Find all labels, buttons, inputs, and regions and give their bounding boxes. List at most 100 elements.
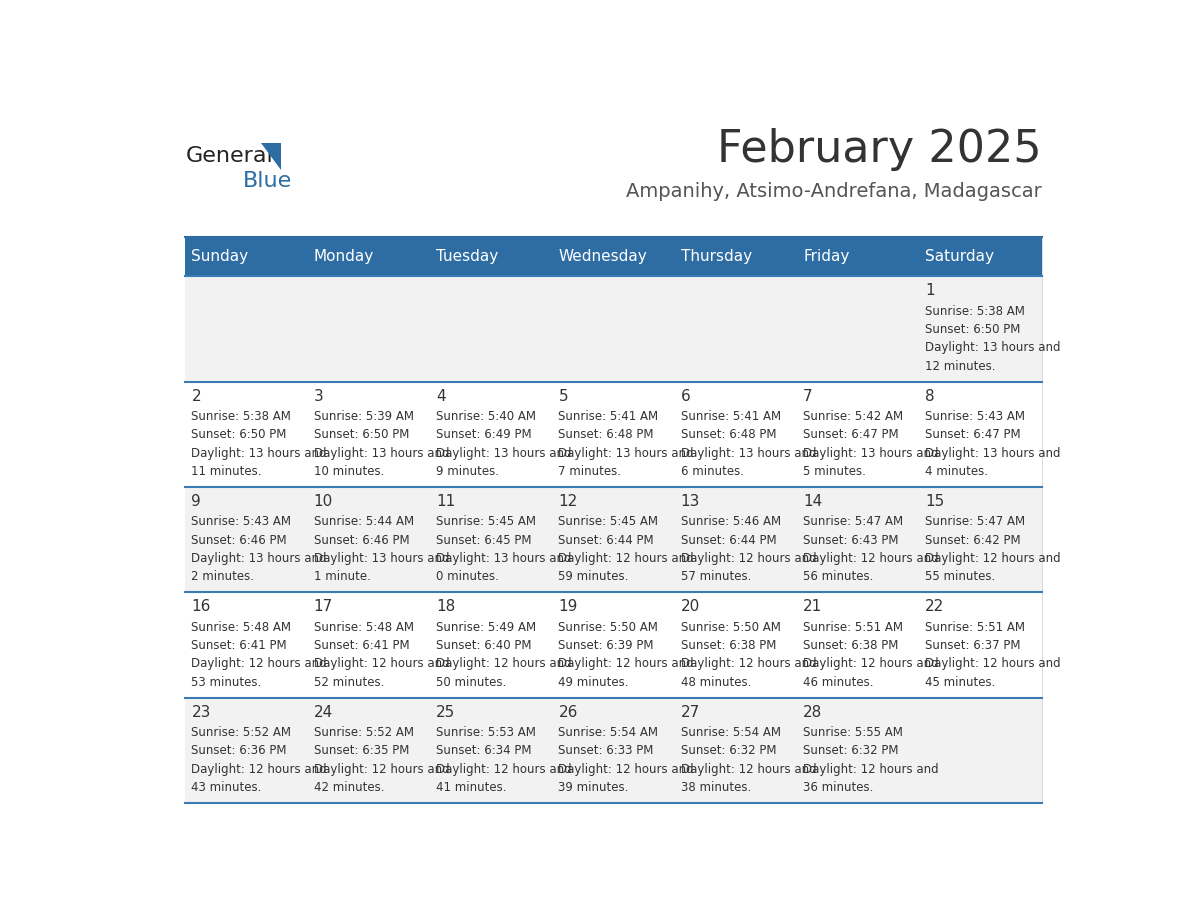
Text: Daylight: 13 hours and: Daylight: 13 hours and	[681, 447, 816, 460]
Text: Sunrise: 5:52 AM: Sunrise: 5:52 AM	[314, 726, 413, 739]
Text: Sunrise: 5:54 AM: Sunrise: 5:54 AM	[558, 726, 658, 739]
Text: 1 minute.: 1 minute.	[314, 570, 371, 583]
Bar	[797, 698, 920, 803]
Text: Sunrise: 5:41 AM: Sunrise: 5:41 AM	[558, 409, 658, 423]
Text: Sunset: 6:43 PM: Sunset: 6:43 PM	[803, 533, 898, 546]
Text: Sunset: 6:50 PM: Sunset: 6:50 PM	[191, 429, 286, 442]
Text: Sunrise: 5:40 AM: Sunrise: 5:40 AM	[436, 409, 536, 423]
Text: 36 minutes.: 36 minutes.	[803, 781, 873, 794]
Bar	[675, 276, 797, 382]
Bar	[308, 238, 430, 276]
Text: 53 minutes.: 53 minutes.	[191, 676, 261, 688]
Bar	[308, 698, 430, 803]
Text: Daylight: 12 hours and: Daylight: 12 hours and	[803, 552, 939, 565]
Text: 7: 7	[803, 388, 813, 404]
Bar	[308, 487, 430, 592]
Text: 8: 8	[925, 388, 935, 404]
Text: Sunset: 6:38 PM: Sunset: 6:38 PM	[681, 639, 776, 652]
Text: Sunset: 6:50 PM: Sunset: 6:50 PM	[925, 323, 1020, 336]
Text: Sunrise: 5:42 AM: Sunrise: 5:42 AM	[803, 409, 903, 423]
Bar	[552, 487, 675, 592]
Text: 56 minutes.: 56 minutes.	[803, 570, 873, 583]
Text: 42 minutes.: 42 minutes.	[314, 781, 384, 794]
Text: Sunrise: 5:38 AM: Sunrise: 5:38 AM	[191, 409, 291, 423]
Text: 11: 11	[436, 494, 455, 509]
Bar	[797, 592, 920, 698]
Bar	[920, 382, 1042, 487]
Text: 20: 20	[681, 599, 700, 614]
Text: 12: 12	[558, 494, 577, 509]
Bar	[920, 238, 1042, 276]
Bar	[797, 382, 920, 487]
Text: Daylight: 12 hours and: Daylight: 12 hours and	[558, 657, 694, 670]
Text: Daylight: 13 hours and: Daylight: 13 hours and	[436, 552, 571, 565]
Text: Sunrise: 5:39 AM: Sunrise: 5:39 AM	[314, 409, 413, 423]
Text: Sunset: 6:46 PM: Sunset: 6:46 PM	[191, 533, 287, 546]
Text: Daylight: 12 hours and: Daylight: 12 hours and	[436, 657, 571, 670]
Text: Daylight: 13 hours and: Daylight: 13 hours and	[314, 552, 449, 565]
Text: Sunset: 6:46 PM: Sunset: 6:46 PM	[314, 533, 410, 546]
Text: 52 minutes.: 52 minutes.	[314, 676, 384, 688]
Text: 6 minutes.: 6 minutes.	[681, 465, 744, 478]
Text: 38 minutes.: 38 minutes.	[681, 781, 751, 794]
Bar	[430, 238, 552, 276]
Text: Sunset: 6:40 PM: Sunset: 6:40 PM	[436, 639, 531, 652]
Text: 14: 14	[803, 494, 822, 509]
Text: Daylight: 12 hours and: Daylight: 12 hours and	[191, 763, 327, 776]
Text: Daylight: 13 hours and: Daylight: 13 hours and	[436, 447, 571, 460]
Bar	[430, 698, 552, 803]
Text: Daylight: 13 hours and: Daylight: 13 hours and	[925, 447, 1061, 460]
Text: 39 minutes.: 39 minutes.	[558, 781, 628, 794]
Text: Daylight: 12 hours and: Daylight: 12 hours and	[191, 657, 327, 670]
Text: Sunset: 6:48 PM: Sunset: 6:48 PM	[681, 429, 776, 442]
Text: Sunset: 6:47 PM: Sunset: 6:47 PM	[803, 429, 898, 442]
Text: 21: 21	[803, 599, 822, 614]
Text: Sunset: 6:39 PM: Sunset: 6:39 PM	[558, 639, 653, 652]
Text: Sunset: 6:34 PM: Sunset: 6:34 PM	[436, 744, 531, 757]
Text: Daylight: 13 hours and: Daylight: 13 hours and	[925, 341, 1061, 354]
Text: 13: 13	[681, 494, 700, 509]
Bar	[920, 592, 1042, 698]
Text: 4: 4	[436, 388, 446, 404]
Text: 5 minutes.: 5 minutes.	[803, 465, 866, 478]
Text: 45 minutes.: 45 minutes.	[925, 676, 996, 688]
Text: 27: 27	[681, 705, 700, 720]
Text: Daylight: 13 hours and: Daylight: 13 hours and	[191, 447, 327, 460]
Text: Sunrise: 5:38 AM: Sunrise: 5:38 AM	[925, 305, 1025, 318]
Text: Sunrise: 5:47 AM: Sunrise: 5:47 AM	[803, 515, 903, 528]
Text: 23: 23	[191, 705, 210, 720]
Text: Sunrise: 5:52 AM: Sunrise: 5:52 AM	[191, 726, 291, 739]
Text: 25: 25	[436, 705, 455, 720]
Text: Sunset: 6:49 PM: Sunset: 6:49 PM	[436, 429, 532, 442]
Bar	[675, 698, 797, 803]
Text: Sunset: 6:41 PM: Sunset: 6:41 PM	[191, 639, 287, 652]
Text: Sunrise: 5:48 AM: Sunrise: 5:48 AM	[191, 621, 291, 633]
Bar	[797, 487, 920, 592]
Bar	[185, 592, 308, 698]
Text: Sunset: 6:48 PM: Sunset: 6:48 PM	[558, 429, 653, 442]
Text: 46 minutes.: 46 minutes.	[803, 676, 873, 688]
Text: Monday: Monday	[314, 250, 374, 264]
Bar	[920, 698, 1042, 803]
Text: 1: 1	[925, 284, 935, 298]
Text: 55 minutes.: 55 minutes.	[925, 570, 996, 583]
Text: Daylight: 12 hours and: Daylight: 12 hours and	[681, 763, 816, 776]
Text: Daylight: 13 hours and: Daylight: 13 hours and	[191, 552, 327, 565]
Text: Daylight: 12 hours and: Daylight: 12 hours and	[803, 763, 939, 776]
Text: Daylight: 13 hours and: Daylight: 13 hours and	[803, 447, 939, 460]
Text: Sunrise: 5:43 AM: Sunrise: 5:43 AM	[925, 409, 1025, 423]
Text: Sunrise: 5:55 AM: Sunrise: 5:55 AM	[803, 726, 903, 739]
Text: 12 minutes.: 12 minutes.	[925, 360, 996, 373]
Text: Sunrise: 5:45 AM: Sunrise: 5:45 AM	[436, 515, 536, 528]
Text: 43 minutes.: 43 minutes.	[191, 781, 261, 794]
Bar	[185, 382, 308, 487]
Text: 11 minutes.: 11 minutes.	[191, 465, 261, 478]
Text: General: General	[185, 146, 273, 166]
Text: 57 minutes.: 57 minutes.	[681, 570, 751, 583]
Text: Daylight: 13 hours and: Daylight: 13 hours and	[558, 447, 694, 460]
Text: 9 minutes.: 9 minutes.	[436, 465, 499, 478]
Text: Sunset: 6:32 PM: Sunset: 6:32 PM	[681, 744, 776, 757]
Text: Sunset: 6:37 PM: Sunset: 6:37 PM	[925, 639, 1020, 652]
Text: February 2025: February 2025	[716, 128, 1042, 171]
Text: 22: 22	[925, 599, 944, 614]
